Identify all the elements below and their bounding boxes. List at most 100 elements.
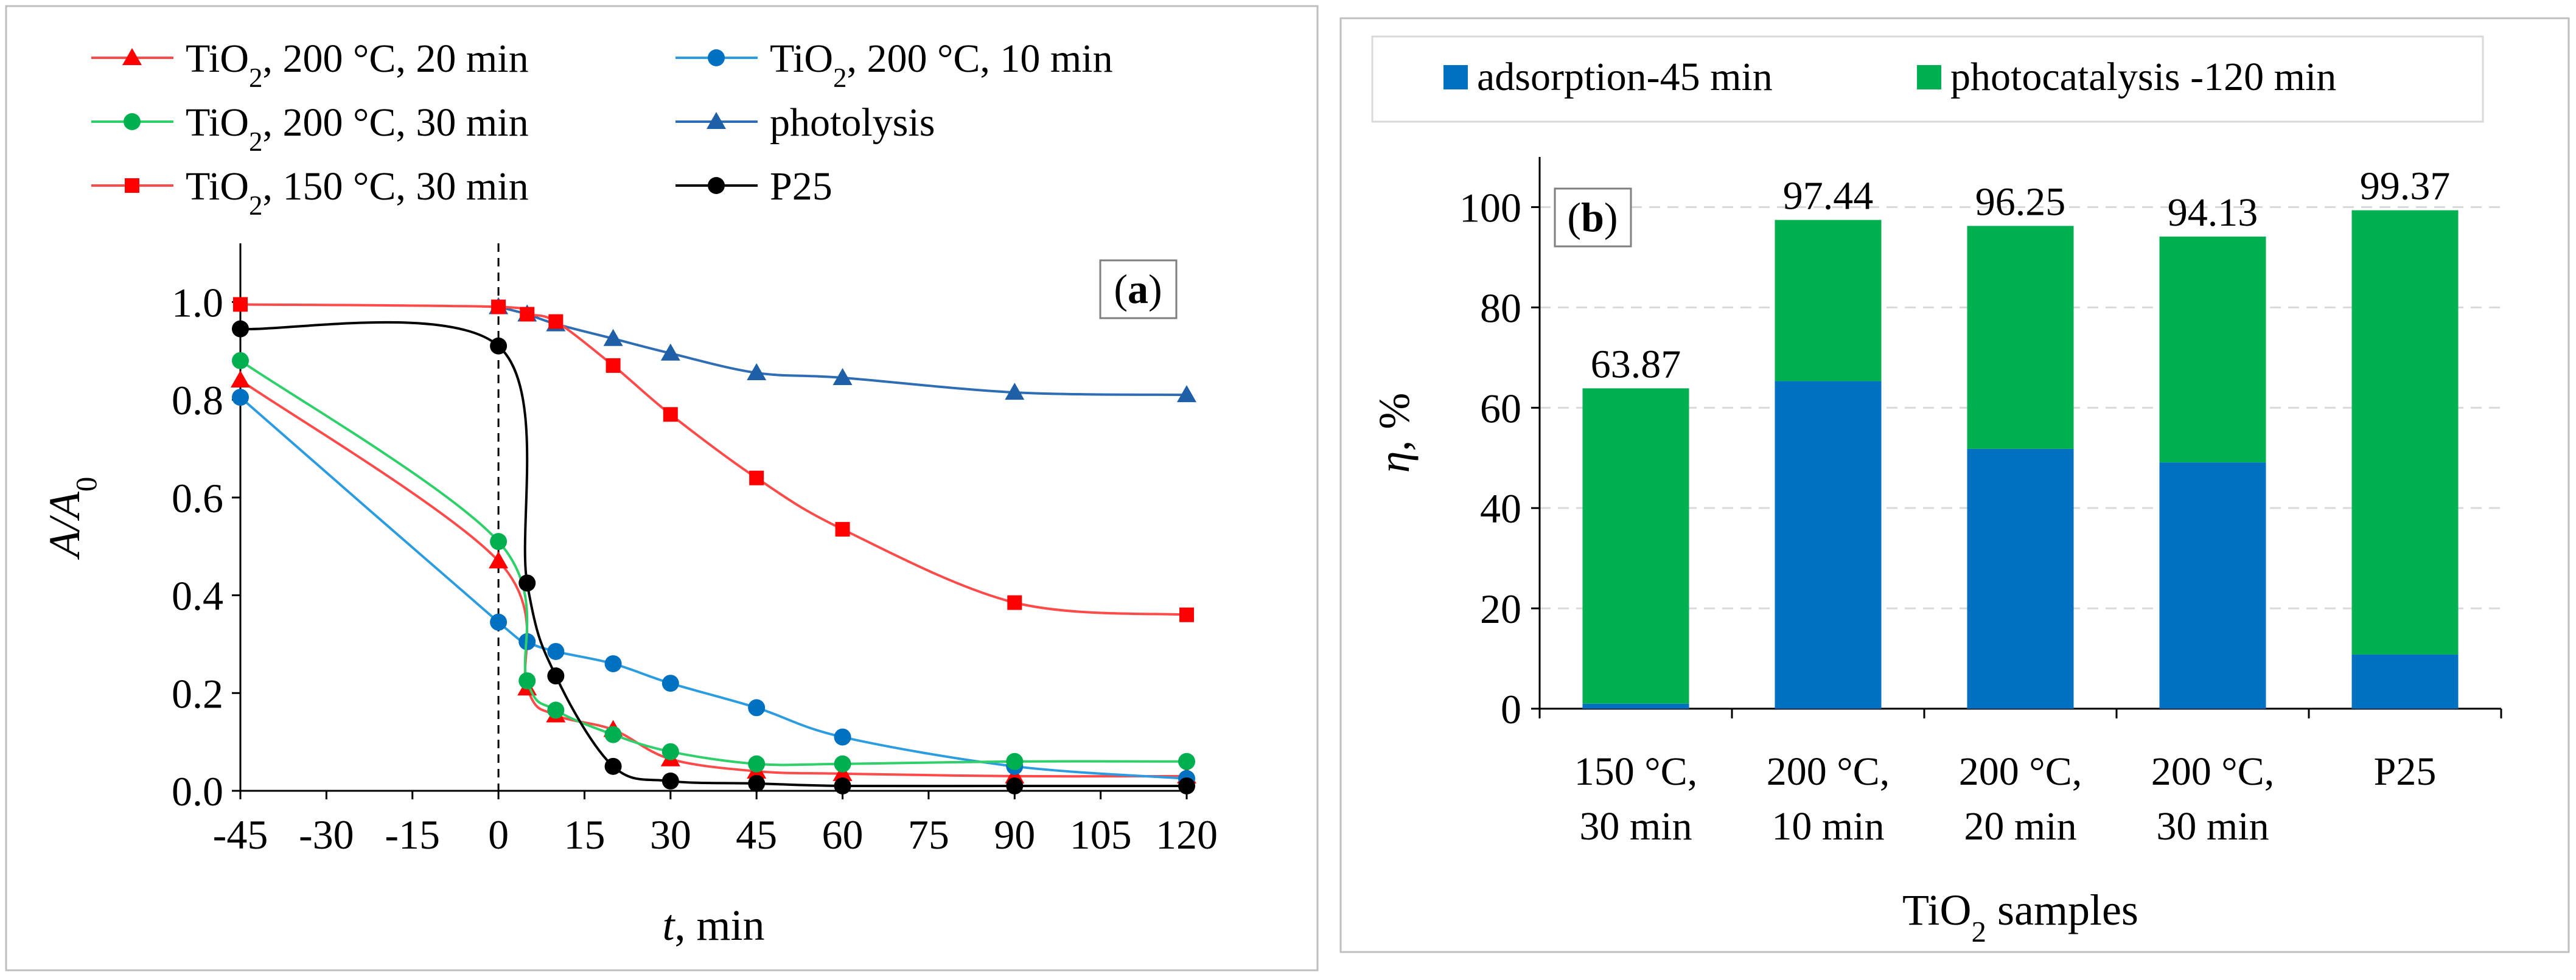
data-point [1005,383,1025,400]
data-point [747,363,767,380]
panel-label-b: (b) [1567,194,1618,240]
legend-label: TiO2, 200 °C, 20 min [186,36,529,93]
y-tick-label: 40 [1480,485,1521,532]
x-tick-label: 0 [488,811,509,858]
data-point [604,655,622,673]
legend-marker [707,112,726,129]
x-axis-label: t, min [662,901,764,950]
data-point [547,642,565,660]
data-point [1178,752,1195,770]
legend-label: P25 [770,164,832,209]
series-group [232,389,1195,787]
data-point [834,728,851,746]
x-category-label: 10 min [1771,804,1884,849]
data-point [749,470,764,485]
x-tick-label: 30 [650,811,691,858]
legend-marker [708,177,725,194]
data-point [832,367,853,385]
data-point [518,574,536,592]
x-category-label: 200 °C, [1959,749,2082,794]
bar-segment [1582,388,1689,704]
y-tick-label: 100 [1459,184,1521,231]
data-point [1178,777,1195,794]
legend-label: photocatalysis -120 min [1950,55,2336,99]
panel-label-box [1554,187,1632,248]
legend-marker [125,178,139,193]
data-point [748,699,766,717]
panel-label-box [1099,259,1178,319]
legend-marker [122,48,142,65]
data-point [489,551,509,569]
data-point [232,320,249,338]
bar-segment [1775,220,1882,381]
legend-label: TiO2, 200 °C, 30 min [186,100,529,157]
bar-segment [1582,703,1689,709]
x-tick-label: -45 [213,811,268,858]
bar-total-label: 99.37 [2360,164,2451,209]
bar-total-label: 96.25 [1975,179,2066,224]
legend-marker [124,113,141,130]
bar-segment [1775,381,1882,709]
y-tick-label: 0.2 [172,670,223,717]
x-tick-label: 105 [1070,811,1132,858]
x-category-label: 30 min [2156,804,2269,849]
x-tick-label: 15 [564,811,605,858]
data-point [490,337,508,355]
data-point [663,407,678,422]
x-axis-label: TiO2 samples [1902,886,2138,948]
legend-swatch [1443,65,1468,89]
x-category-label: 150 °C, [1574,749,1697,794]
data-point [603,328,623,346]
bar-segment [2351,654,2459,709]
series-line [239,396,1187,780]
y-tick-label: 60 [1480,385,1521,431]
x-tick-label: 90 [994,811,1035,858]
data-point [661,772,679,790]
y-axis-label: A/A0 [40,477,103,560]
data-point [1006,752,1024,770]
y-tick-label: 0.0 [172,768,223,815]
x-tick-label: 60 [822,811,864,858]
bar-segment [2159,462,2266,709]
data-point [660,343,680,361]
bar-total-label: 94.13 [2168,190,2258,235]
x-category-label: 30 min [1579,804,1692,849]
panel-label-a: (a) [1114,266,1162,312]
y-tick-label: 0 [1501,686,1521,732]
data-point [547,667,565,685]
chart-a: 0.0 0.2 0.4 0.6 0.8 1.0 -45 -30 -15 0 15 30 45 60 75 90… [5,5,1319,971]
data-point [834,777,851,794]
bar-total-label: 97.44 [1783,174,1874,218]
x-category-label: P25 [2374,749,2437,794]
data-point [547,701,565,719]
data-point [548,314,564,329]
y-tick-label: 80 [1480,285,1521,331]
y-tick-label: 1.0 [172,279,223,325]
data-point [233,297,248,312]
data-point [1179,607,1194,622]
x-tick-label: -15 [385,811,440,858]
legend-label: adsorption-45 min [1477,55,1773,99]
data-point [661,743,679,760]
data-point [748,755,766,773]
data-point [232,389,249,406]
legend-label: TiO2, 200 °C, 10 min [770,36,1113,93]
data-point [604,726,622,743]
bar-segment [2351,210,2459,655]
data-point [232,352,249,369]
data-point [1006,777,1024,794]
data-point [748,774,766,792]
y-tick-label: 0.6 [172,475,223,521]
bar-total-label: 63.87 [1591,342,1681,386]
data-point [832,763,853,781]
x-category-label: 200 °C, [1767,749,1890,794]
data-point [834,755,851,773]
bar-segment [2159,236,2266,463]
data-point [604,757,622,775]
bar-segment [1967,226,2074,449]
data-point [520,307,535,322]
data-point [491,299,506,315]
data-point [835,522,850,537]
panel-a-frame [5,5,1319,971]
data-point [231,370,250,387]
